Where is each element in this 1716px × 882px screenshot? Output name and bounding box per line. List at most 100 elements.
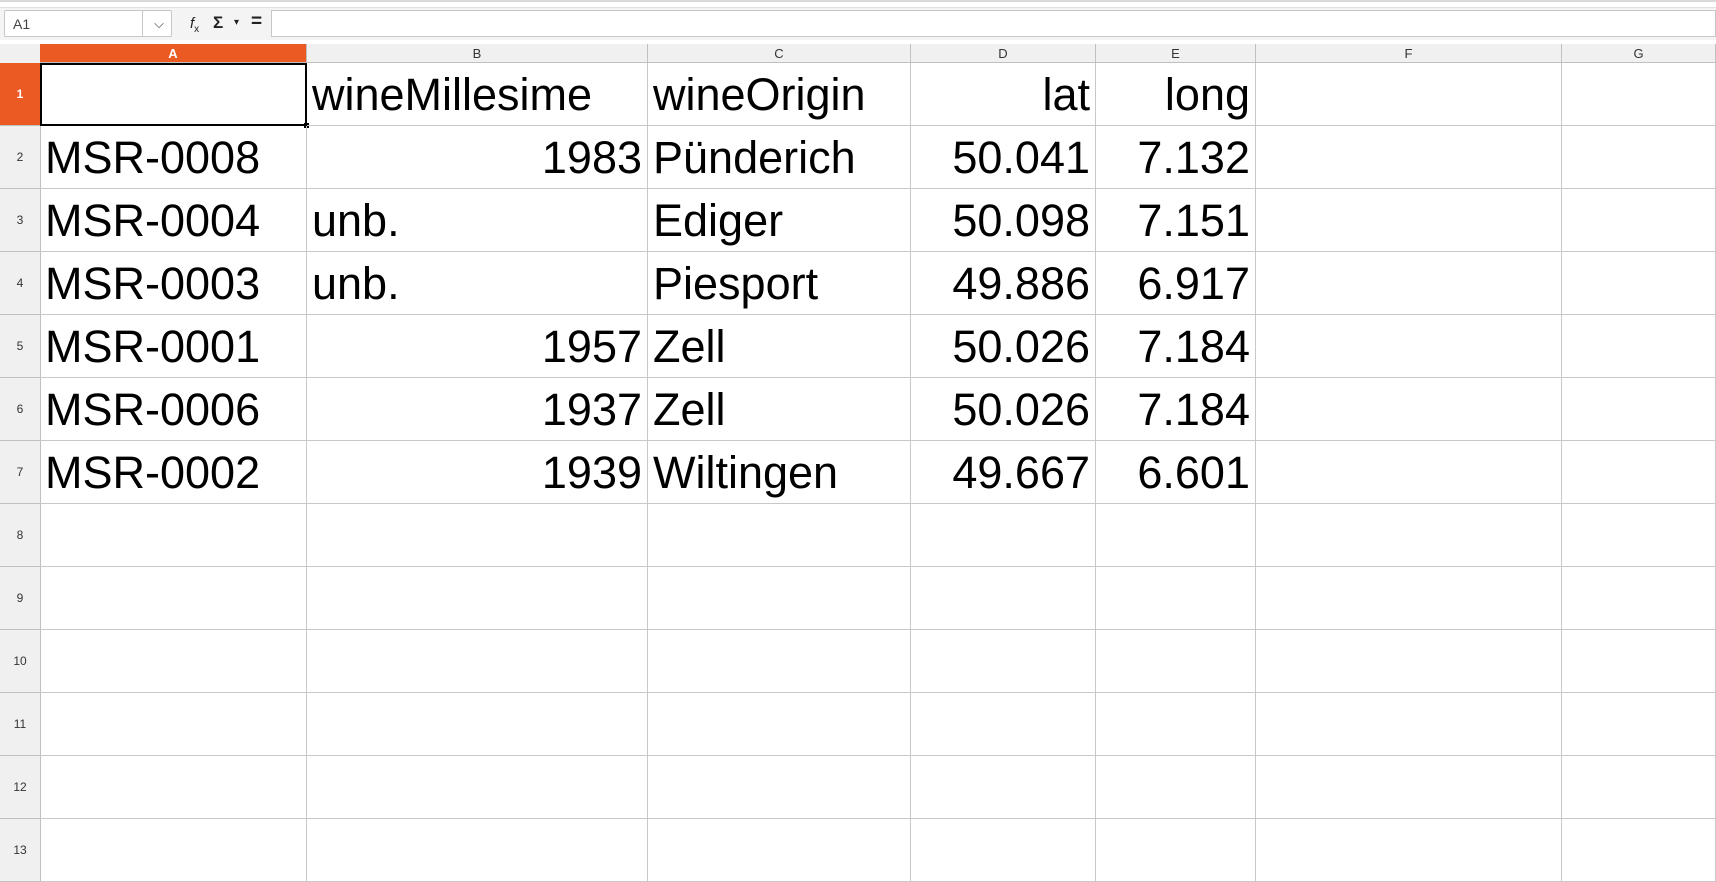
cell-b6[interactable]: 1937 — [307, 378, 648, 441]
column-header-d[interactable]: D — [911, 44, 1096, 63]
cell-c2[interactable]: Pünderich — [648, 126, 911, 189]
formula-equals-icon[interactable]: = — [251, 11, 263, 32]
name-box-value[interactable]: A1 — [13, 16, 31, 32]
row-header-4[interactable]: 4 — [0, 252, 41, 315]
cell-b13[interactable] — [307, 819, 648, 882]
column-header-b[interactable]: B — [307, 44, 648, 63]
cell-a9[interactable] — [40, 567, 307, 630]
cell-g1[interactable] — [1562, 63, 1716, 126]
cell-f9[interactable] — [1256, 567, 1562, 630]
cell-b1[interactable]: wineMillesime — [307, 63, 648, 126]
sum-icon[interactable]: Σ — [213, 13, 224, 32]
cell-d10[interactable] — [911, 630, 1096, 693]
row-header-12[interactable]: 12 — [0, 756, 41, 819]
cell-c8[interactable] — [648, 504, 911, 567]
cell-g13[interactable] — [1562, 819, 1716, 882]
cell-f2[interactable] — [1256, 126, 1562, 189]
cell-g2[interactable] — [1562, 126, 1716, 189]
cell-d3[interactable]: 50.098 — [911, 189, 1096, 252]
cell-c7[interactable]: Wiltingen — [648, 441, 911, 504]
cell-c11[interactable] — [648, 693, 911, 756]
fill-handle[interactable] — [304, 123, 309, 128]
chevron-down-icon[interactable]: ⌵ — [154, 16, 164, 31]
name-box[interactable]: A1 ⌵ — [4, 10, 172, 37]
cell-f7[interactable] — [1256, 441, 1562, 504]
function-wizard-icon[interactable]: fx — [190, 15, 199, 35]
cell-a12[interactable] — [40, 756, 307, 819]
row-header-3[interactable]: 3 — [0, 189, 41, 252]
cell-a5[interactable]: MSR-0001 — [40, 315, 307, 378]
row-header-5[interactable]: 5 — [0, 315, 41, 378]
cell-d6[interactable]: 50.026 — [911, 378, 1096, 441]
cell-g4[interactable] — [1562, 252, 1716, 315]
cell-c9[interactable] — [648, 567, 911, 630]
cell-e7[interactable]: 6.601 — [1096, 441, 1256, 504]
cell-d4[interactable]: 49.886 — [911, 252, 1096, 315]
cell-e9[interactable] — [1096, 567, 1256, 630]
cell-b9[interactable] — [307, 567, 648, 630]
row-header-11[interactable]: 11 — [0, 693, 41, 756]
row-header-2[interactable]: 2 — [0, 126, 41, 189]
cell-g8[interactable] — [1562, 504, 1716, 567]
cell-a13[interactable] — [40, 819, 307, 882]
cell-e8[interactable] — [1096, 504, 1256, 567]
cell-b3[interactable]: unb. — [307, 189, 648, 252]
cell-b11[interactable] — [307, 693, 648, 756]
cell-g9[interactable] — [1562, 567, 1716, 630]
cell-f1[interactable] — [1256, 63, 1562, 126]
sum-dropdown-icon[interactable]: ▾ — [234, 17, 240, 28]
column-header-f[interactable]: F — [1256, 44, 1562, 63]
cell-a3[interactable]: MSR-0004 — [40, 189, 307, 252]
cell-f10[interactable] — [1256, 630, 1562, 693]
cell-c4[interactable]: Piesport — [648, 252, 911, 315]
column-header-c[interactable]: C — [648, 44, 911, 63]
cell-e4[interactable]: 6.917 — [1096, 252, 1256, 315]
cell-a2[interactable]: MSR-0008 — [40, 126, 307, 189]
cell-d2[interactable]: 50.041 — [911, 126, 1096, 189]
cell-d13[interactable] — [911, 819, 1096, 882]
cell-d12[interactable] — [911, 756, 1096, 819]
cell-e11[interactable] — [1096, 693, 1256, 756]
cell-c13[interactable] — [648, 819, 911, 882]
cell-g11[interactable] — [1562, 693, 1716, 756]
cell-f12[interactable] — [1256, 756, 1562, 819]
cell-e12[interactable] — [1096, 756, 1256, 819]
cell-g12[interactable] — [1562, 756, 1716, 819]
cell-d7[interactable]: 49.667 — [911, 441, 1096, 504]
cell-e13[interactable] — [1096, 819, 1256, 882]
cell-a1[interactable] — [40, 63, 307, 126]
cell-f3[interactable] — [1256, 189, 1562, 252]
cell-d9[interactable] — [911, 567, 1096, 630]
cell-c12[interactable] — [648, 756, 911, 819]
row-header-6[interactable]: 6 — [0, 378, 41, 441]
row-header-7[interactable]: 7 — [0, 441, 41, 504]
formula-input[interactable] — [271, 10, 1716, 37]
cell-b5[interactable]: 1957 — [307, 315, 648, 378]
cell-b7[interactable]: 1939 — [307, 441, 648, 504]
row-header-10[interactable]: 10 — [0, 630, 41, 693]
cell-f11[interactable] — [1256, 693, 1562, 756]
cell-c10[interactable] — [648, 630, 911, 693]
row-header-1[interactable]: 1 — [0, 63, 41, 126]
cell-c3[interactable]: Ediger — [648, 189, 911, 252]
cell-e3[interactable]: 7.151 — [1096, 189, 1256, 252]
cell-e5[interactable]: 7.184 — [1096, 315, 1256, 378]
cell-c1[interactable]: wineOrigin — [648, 63, 911, 126]
select-all-corner[interactable] — [0, 44, 41, 64]
cell-f8[interactable] — [1256, 504, 1562, 567]
cell-f5[interactable] — [1256, 315, 1562, 378]
cell-c5[interactable]: Zell — [648, 315, 911, 378]
cell-f4[interactable] — [1256, 252, 1562, 315]
cell-g3[interactable] — [1562, 189, 1716, 252]
cell-a11[interactable] — [40, 693, 307, 756]
cell-e2[interactable]: 7.132 — [1096, 126, 1256, 189]
cell-d11[interactable] — [911, 693, 1096, 756]
cell-b12[interactable] — [307, 756, 648, 819]
cell-g10[interactable] — [1562, 630, 1716, 693]
cell-b2[interactable]: 1983 — [307, 126, 648, 189]
cell-f6[interactable] — [1256, 378, 1562, 441]
cell-a10[interactable] — [40, 630, 307, 693]
cell-g7[interactable] — [1562, 441, 1716, 504]
cell-e10[interactable] — [1096, 630, 1256, 693]
cell-b8[interactable] — [307, 504, 648, 567]
